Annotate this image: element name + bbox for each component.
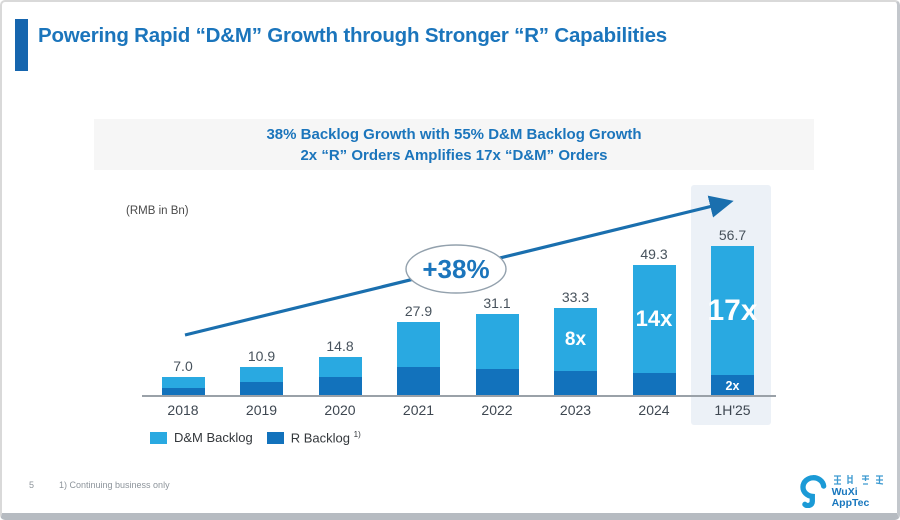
bar-annotation-dm-1H'25: 17x	[707, 293, 758, 327]
key-message-box: 38% Backlog Growth with 55% D&M Backlog …	[94, 119, 814, 170]
chart-unit-label: (RMB in Bn)	[126, 205, 189, 217]
r-backlog-swatch-icon	[266, 431, 284, 444]
wuxi-apptec-chinese-name-icon	[833, 475, 883, 485]
x-axis-label-2024: 2024	[638, 402, 670, 418]
bar-segment-dm-2023	[554, 308, 597, 371]
bar-segment-r-2022	[475, 369, 519, 396]
x-axis-label-2018: 2018	[167, 402, 199, 418]
footnote: 1) Continuing business only	[59, 480, 170, 490]
bar-segment-r-2020	[318, 377, 362, 396]
bar-segment-r-2019	[240, 382, 283, 396]
x-axis-label-2022: 2022	[481, 402, 513, 418]
bar-segment-dm-2018	[161, 377, 205, 388]
page-title: Powering Rapid “D&M” Growth through Stro…	[38, 24, 668, 47]
bar-value-label-2022: 31.1	[483, 295, 511, 311]
legend-item-r-backlog: R Backlog 1)	[266, 430, 361, 446]
bar-segment-r-1H'25	[711, 375, 754, 396]
bar-value-label-2018: 7.0	[173, 358, 193, 374]
bar-segment-r-2018	[161, 388, 205, 396]
bar-annotation-r-1H'25: 2x	[725, 378, 740, 393]
wuxi-apptec-logo: WuXi AppTec	[797, 474, 897, 508]
wuxi-apptec-logo-icon	[800, 475, 827, 508]
chart-legend: D&M Backlog R Backlog 1)	[150, 430, 361, 445]
growth-callout-ellipse	[405, 244, 507, 294]
x-axis-label-2020: 2020	[324, 402, 356, 418]
key-message-line2: 2x “R” Orders Amplifies 17x “D&M” Orders	[300, 147, 608, 164]
bar-segment-r-2023	[554, 371, 597, 396]
bar-value-label-2021: 27.9	[404, 303, 433, 319]
wuxi-apptec-wordmark: WuXi AppTec	[831, 486, 870, 509]
growth-callout-label: +38%	[422, 254, 489, 284]
bar-value-label-1H'25: 56.7	[718, 227, 747, 243]
bar-segment-r-2021	[397, 367, 440, 396]
bar-value-label-2019: 10.9	[247, 348, 276, 364]
page-number: 5	[29, 480, 35, 490]
x-axis-label-2019: 2019	[245, 402, 278, 418]
bar-value-label-2023: 33.3	[561, 289, 590, 305]
legend-label-dm: D&M Backlog	[174, 430, 253, 446]
bar-segment-dm-2020	[318, 357, 362, 377]
title-accent-bar	[15, 19, 28, 71]
x-axis-line	[142, 395, 776, 397]
legend-item-dm-backlog: D&M Backlog	[150, 430, 253, 445]
bar-segment-dm-2019	[240, 367, 283, 382]
bar-segment-dm-2024	[632, 265, 676, 373]
bar-value-label-2020: 14.8	[326, 338, 354, 354]
legend-footnote-marker: 1)	[353, 430, 361, 439]
bar-segment-dm-2022	[475, 314, 519, 369]
key-message-line1: 38% Backlog Growth with 55% D&M Backlog …	[266, 126, 642, 143]
bar-annotation-dm-2023: 8x	[564, 328, 587, 350]
x-axis-label-2021: 2021	[402, 402, 435, 418]
legend-label-r: R Backlog 1)	[290, 430, 361, 446]
bar-segment-r-2024	[632, 373, 676, 396]
bar-segment-dm-1H'25	[711, 246, 754, 375]
dm-backlog-swatch-icon	[150, 431, 167, 444]
bar-segment-dm-2021	[397, 322, 440, 367]
bar-annotation-dm-2024: 14x	[635, 306, 673, 331]
growth-trend-arrow: +38%	[184, 195, 734, 337]
bar-value-label-2024: 49.3	[640, 246, 668, 262]
x-axis-label-2023: 2023	[559, 402, 592, 418]
x-axis-label-1H'25: 1H'25	[714, 402, 751, 418]
